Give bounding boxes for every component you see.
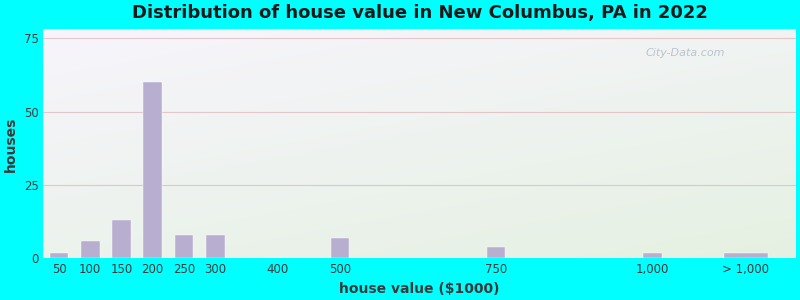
X-axis label: house value ($1000): house value ($1000) [339,282,500,296]
Bar [330,238,350,258]
Title: Distribution of house value in New Columbus, PA in 2022: Distribution of house value in New Colum… [132,4,707,22]
Bar [206,235,225,258]
Bar [81,241,100,258]
Bar [50,253,69,258]
Bar [724,253,768,258]
Bar [112,220,131,258]
Bar [486,247,506,258]
Text: City-Data.com: City-Data.com [646,48,725,58]
Bar [643,253,662,258]
Y-axis label: houses: houses [4,116,18,172]
Bar [174,235,194,258]
Bar [143,82,162,258]
